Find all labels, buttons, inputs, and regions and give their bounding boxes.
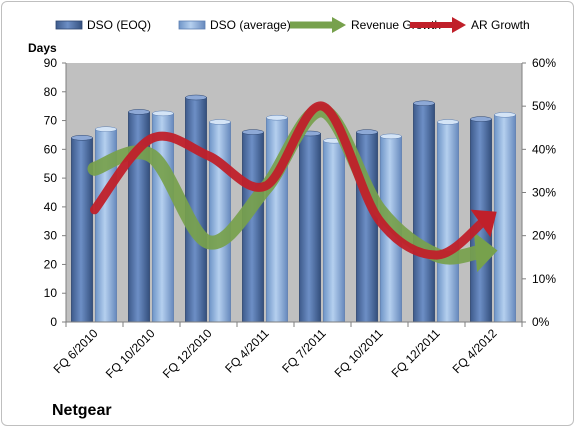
legend-swatch-dso-average [178,20,206,30]
y-tick-label-right: 10% [532,272,556,286]
bar-dso-average-7 [494,114,516,323]
legend-label: AR Growth [471,18,530,32]
y-tick-label-right: 60% [532,56,556,70]
bar-top-dso-average-7 [494,112,516,118]
y-axis-title: Days [28,41,57,55]
bar-dso-average-2 [209,121,231,323]
bar-top-dso-eoq-6 [413,100,435,107]
y-tick-label-left: 20 [44,257,58,271]
y-tick-label-left: 60 [44,142,58,156]
bar-layer [71,94,516,323]
y-tick-label-left: 90 [44,56,58,70]
legend-arrowhead-revenue-growth [332,17,346,33]
line-layer [87,101,498,273]
bar-dso-average-4 [323,140,345,323]
y-tick-label-right: 50% [532,99,556,113]
y-tick-label-right: 0% [532,315,550,329]
x-tick-label: FQ 4/2012 [450,326,500,376]
x-tick-label: FQ 7/2011 [279,326,329,376]
bar-top-dso-eoq-2 [185,94,207,101]
bar-top-dso-average-1 [152,110,174,117]
x-tick-label: FQ 12/2011 [389,326,443,380]
bar-top-dso-eoq-3 [242,129,264,135]
x-tick-label: FQ 6/2010 [51,326,101,376]
bar-top-dso-average-6 [437,119,459,125]
line-ar-growth [90,101,489,260]
y-tick-label-left: 40 [44,200,58,214]
y-tick-label-left: 0 [50,315,57,329]
bar-top-dso-average-5 [380,133,402,140]
y-tick-label-left: 30 [44,229,58,243]
bar-dso-eoq-3 [242,131,264,323]
bar-top-dso-eoq-0 [71,135,93,141]
y-tick-label-right: 20% [532,229,556,243]
legend-label: Revenue Growth [351,18,441,32]
legend-arrowhead-ar-growth [452,17,466,33]
arrowhead-ar-growth [470,209,497,238]
y-tick-label-right: 30% [532,186,556,200]
x-tick-label: FQ 4/2011 [222,326,272,376]
bar-dso-average-1 [152,113,174,323]
legend-swatch-dso-eoq [55,20,83,30]
y-tick-label-right: 40% [532,142,556,156]
y-tick-label-left: 50 [44,171,58,185]
bar-top-dso-average-2 [209,119,231,125]
bar-top-dso-eoq-1 [128,109,150,115]
x-tick-label: FQ 10/2010 [103,326,158,381]
y-tick-label-left: 70 [44,114,58,128]
bar-dso-average-6 [437,121,459,323]
bar-dso-eoq-4 [299,133,321,323]
bar-top-dso-average-3 [266,114,288,121]
legend-label: DSO (EOQ) [87,18,151,32]
bar-top-dso-eoq-7 [470,116,492,122]
bar-dso-eoq-6 [413,102,435,323]
x-tick-label: FQ 12/2010 [160,326,215,381]
legend-label: DSO (average) [210,18,291,32]
bar-top-dso-eoq-5 [356,129,378,135]
y-tick-label-left: 80 [44,85,58,99]
y-tick-label-left: 10 [44,286,58,300]
arrowhead-revenue-growth [474,232,498,273]
bar-top-dso-average-0 [95,126,117,132]
legend: DSO (EOQ) DSO (average) Revenue Growth AR G… [55,17,530,33]
x-tick-label: FQ 10/2011 [332,326,386,380]
chart-title: Netgear [52,402,112,419]
